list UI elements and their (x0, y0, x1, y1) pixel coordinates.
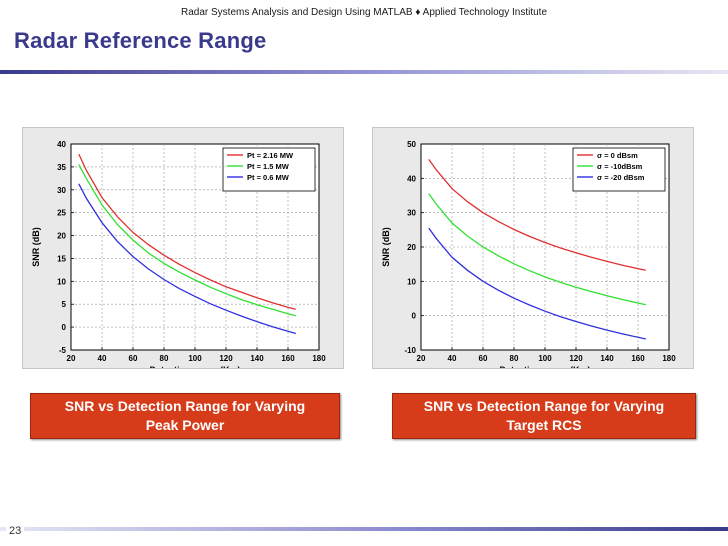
x-tick-label: 120 (569, 354, 583, 363)
y-axis-label: SNR (dB) (31, 227, 41, 267)
y-tick-label: 0 (62, 323, 67, 332)
y-tick-label: 10 (407, 277, 416, 286)
chart-peak-power: 20 40 60 80 100 120 140 160 180 -5 0 5 10 15 20 25 30 35 4… (31, 140, 326, 368)
legend-label: Pt = 1.5 MW (247, 162, 290, 171)
series-line (428, 159, 646, 271)
x-tick-label: 180 (312, 354, 326, 363)
x-tick-label: 140 (600, 354, 614, 363)
y-tick-label: 50 (407, 140, 416, 149)
legend-label: σ = -20 dBsm (597, 173, 645, 182)
y-tick-label: 40 (57, 140, 66, 149)
x-tick-label: 40 (98, 354, 107, 363)
legend-label: σ = -10dBsm (597, 162, 643, 171)
y-tick-label: 20 (57, 232, 66, 241)
x-tick-label: 100 (188, 354, 202, 363)
y-tick-label: -10 (404, 346, 416, 355)
series-line (428, 227, 646, 340)
caption-peak-power-line2: Peak Power (145, 417, 225, 433)
y-tick-label: 35 (57, 163, 66, 172)
x-tick-label: 180 (662, 354, 676, 363)
page-number: 23 (6, 525, 25, 537)
x-tick-label: 100 (538, 354, 552, 363)
caption-target-rcs-line2: Target RCS (506, 417, 582, 433)
header-line: Radar Systems Analysis and Design Using … (180, 7, 548, 18)
series-line (78, 183, 296, 335)
y-tick-label: 15 (57, 254, 66, 263)
legend-label: Pt = 2.16 MW (247, 151, 294, 160)
x-tick-label: 80 (160, 354, 169, 363)
chart-target-rcs: 20 40 60 80 100 120 140 160 180 -10 0 10 20 30 40 50 Det… (381, 140, 676, 368)
x-tick-label: 20 (67, 354, 76, 363)
legend-label: Pt = 0.6 MW (247, 173, 290, 182)
x-tick-label: 160 (631, 354, 645, 363)
footer-rule (0, 527, 728, 531)
x-tick-label: 140 (250, 354, 264, 363)
y-tick-label: 10 (57, 277, 66, 286)
x-tick-label: 40 (448, 354, 457, 363)
x-tick-label: 160 (281, 354, 295, 363)
x-tick-label: 80 (510, 354, 519, 363)
x-tick-label: 60 (129, 354, 138, 363)
caption-peak-power: SNR vs Detection Range for Varying Peak … (30, 393, 340, 439)
series-line (78, 153, 296, 310)
x-tick-label: 120 (219, 354, 233, 363)
chart-panel-target-rcs: 20 40 60 80 100 120 140 160 180 -10 0 10 20 30 40 50 Det… (372, 127, 694, 369)
y-tick-label: 25 (57, 209, 66, 218)
y-tick-label: 20 (407, 243, 416, 252)
y-tick-label: 5 (62, 300, 67, 309)
x-axis-label: Detection range (Km) (499, 365, 590, 368)
x-tick-label: 20 (417, 354, 426, 363)
series-line (428, 193, 646, 306)
legend-label: σ = 0 dBsm (597, 151, 638, 160)
chart-panel-peak-power: 20 40 60 80 100 120 140 160 180 -5 0 5 10 15 20 25 30 35 4… (22, 127, 344, 369)
series-line (78, 164, 296, 317)
y-tick-label: 30 (57, 186, 66, 195)
y-tick-label: 40 (407, 174, 416, 183)
x-axis-label: Detection range (Km) (149, 365, 240, 368)
caption-peak-power-line1: SNR vs Detection Range for Varying (64, 398, 306, 414)
x-tick-label: 60 (479, 354, 488, 363)
title-rule (0, 70, 728, 74)
slide-title: Radar Reference Range (14, 28, 267, 53)
y-tick-label: 0 (412, 312, 417, 321)
y-tick-label: -5 (59, 346, 67, 355)
caption-target-rcs: SNR vs Detection Range for Varying Targe… (392, 393, 696, 439)
caption-target-rcs-line1: SNR vs Detection Range for Varying (423, 398, 665, 414)
y-axis-label: SNR (dB) (381, 227, 391, 267)
y-tick-label: 30 (407, 209, 416, 218)
